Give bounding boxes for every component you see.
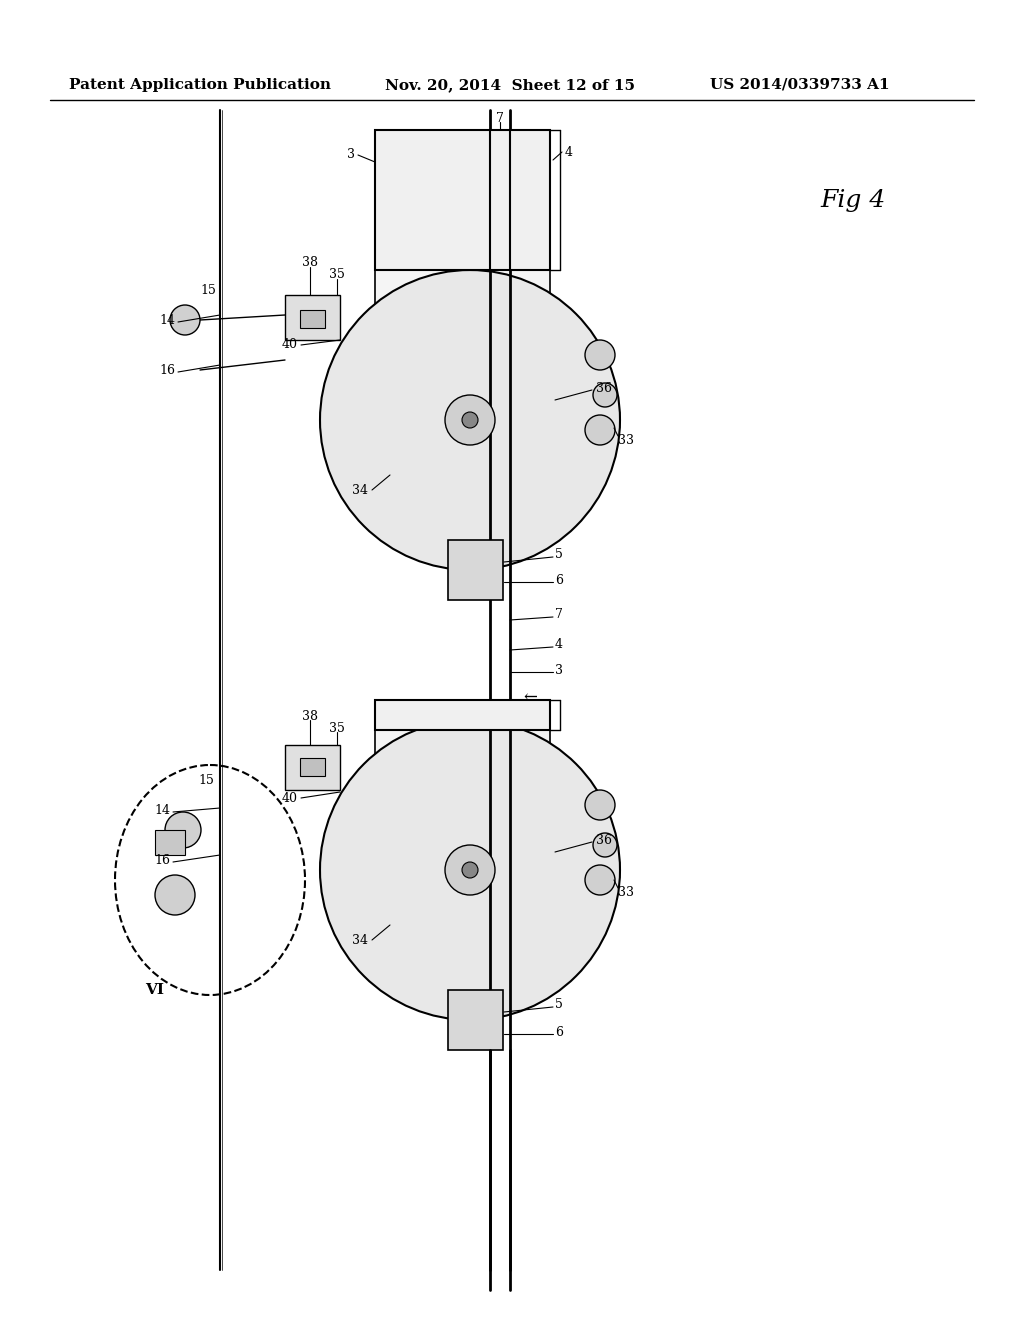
Text: 40: 40 — [282, 792, 298, 804]
Text: 7: 7 — [555, 609, 563, 622]
Bar — [449, 990, 503, 1049]
Circle shape — [585, 414, 615, 445]
Circle shape — [445, 845, 495, 895]
Text: 36: 36 — [596, 381, 612, 395]
Bar — [300, 310, 325, 327]
Circle shape — [445, 395, 495, 445]
Bar — [285, 294, 340, 341]
Text: 3: 3 — [555, 664, 563, 676]
Text: 34: 34 — [352, 483, 368, 496]
Bar — [375, 129, 550, 271]
Circle shape — [593, 383, 617, 407]
Circle shape — [593, 833, 617, 857]
Text: 35: 35 — [329, 722, 345, 734]
Text: 14: 14 — [154, 804, 170, 817]
Circle shape — [155, 875, 195, 915]
Text: 38: 38 — [302, 256, 318, 269]
Text: 35: 35 — [329, 268, 345, 281]
Bar — [155, 830, 185, 855]
Text: 40: 40 — [282, 338, 298, 351]
Text: 34: 34 — [352, 933, 368, 946]
Circle shape — [585, 789, 615, 820]
Text: 15: 15 — [198, 774, 214, 787]
Text: 33: 33 — [618, 886, 634, 899]
Text: 15: 15 — [200, 284, 216, 297]
Text: VI: VI — [145, 983, 165, 997]
Text: 6: 6 — [555, 1026, 563, 1039]
Text: 5: 5 — [555, 549, 563, 561]
Text: US 2014/0339733 A1: US 2014/0339733 A1 — [711, 78, 890, 92]
Text: 33: 33 — [618, 433, 634, 446]
Text: 6: 6 — [555, 573, 563, 586]
Circle shape — [319, 271, 620, 570]
Text: 3: 3 — [347, 149, 355, 161]
Bar — [375, 719, 550, 920]
Text: 5: 5 — [555, 998, 563, 1011]
Text: Patent Application Publication: Patent Application Publication — [69, 78, 331, 92]
Text: 7: 7 — [496, 111, 504, 124]
Circle shape — [462, 862, 478, 878]
Text: ←: ← — [523, 689, 537, 706]
Text: 14: 14 — [159, 314, 175, 326]
Text: 36: 36 — [596, 833, 612, 846]
Bar — [449, 540, 503, 601]
Text: 16: 16 — [159, 363, 175, 376]
Circle shape — [585, 341, 615, 370]
Text: 4: 4 — [565, 145, 573, 158]
Circle shape — [170, 305, 200, 335]
Bar — [300, 758, 325, 776]
Circle shape — [319, 719, 620, 1020]
Bar — [285, 744, 340, 789]
Text: 16: 16 — [154, 854, 170, 866]
Bar — [375, 700, 550, 730]
Text: 38: 38 — [302, 710, 318, 722]
Bar — [375, 271, 550, 470]
Circle shape — [462, 412, 478, 428]
Circle shape — [585, 865, 615, 895]
Text: Nov. 20, 2014  Sheet 12 of 15: Nov. 20, 2014 Sheet 12 of 15 — [385, 78, 635, 92]
Circle shape — [165, 812, 201, 847]
Text: 4: 4 — [555, 639, 563, 652]
Text: Fig 4: Fig 4 — [820, 189, 886, 211]
